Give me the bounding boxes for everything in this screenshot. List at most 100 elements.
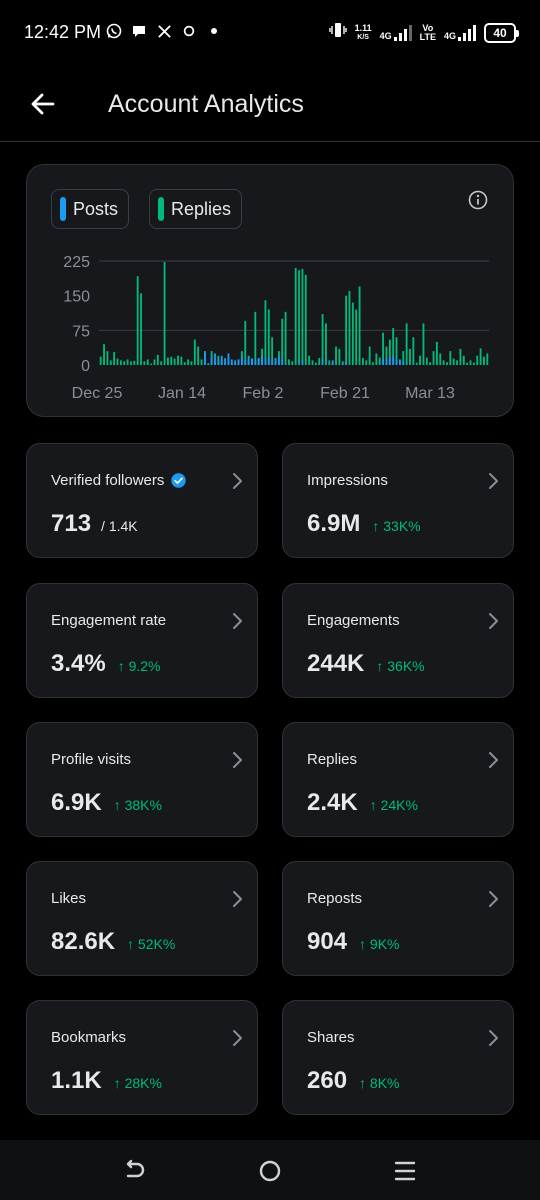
replies-bar [281, 318, 284, 365]
replies-bar [449, 351, 452, 365]
nav-back-button[interactable] [120, 1157, 148, 1185]
replies-bar [425, 357, 428, 365]
whatsapp-icon [106, 22, 122, 40]
metric-label: Verified followers [51, 472, 187, 489]
metric-change: ↑ 8K% [359, 1075, 400, 1091]
metric-card-shares[interactable]: Shares 260 ↑ 8K% [282, 1000, 514, 1115]
replies-bar [298, 270, 300, 365]
metric-label: Profile visits [51, 751, 132, 768]
posts-bar [224, 358, 226, 365]
replies-bar [328, 360, 331, 365]
signal-2: 4G [444, 24, 476, 41]
metric-card-likes[interactable]: Likes 82.6K ↑ 52K% [26, 861, 258, 976]
replies-bar [156, 354, 159, 365]
chevron-right-icon [489, 473, 498, 489]
metric-value: 1.1K ↑ 28K% [51, 1067, 162, 1094]
replies-bar [442, 360, 445, 365]
replies-bar [483, 356, 485, 365]
replies-bar [318, 358, 321, 365]
metric-value: 260 ↑ 8K% [307, 1067, 400, 1094]
posts-bar [244, 360, 247, 365]
posts-bar [214, 353, 216, 365]
chevron-right-icon [233, 1030, 242, 1046]
replies-bar [173, 358, 176, 365]
nav-home-icon [259, 1160, 281, 1182]
replies-bar [197, 346, 200, 365]
replies-bar [338, 348, 341, 365]
replies-bar [435, 341, 438, 365]
metric-value: 713/ 1.4K [51, 510, 138, 537]
metric-card-engagement-rate[interactable]: Engagement rate 3.4% ↑ 9.2% [26, 583, 258, 698]
replies-bar [123, 361, 126, 365]
metric-change: ↑ 24K% [369, 797, 418, 813]
replies-bar [466, 362, 469, 365]
chevron-right-icon [233, 752, 242, 768]
replies-bar [472, 362, 475, 365]
replies-bar [264, 300, 267, 365]
nav-recents-button[interactable] [391, 1157, 419, 1185]
replies-bar [456, 360, 458, 365]
posts-bar [301, 360, 304, 365]
replies-bar [415, 362, 418, 365]
back-button[interactable] [26, 86, 62, 122]
posts-bar [331, 360, 334, 365]
x-tick-label: Feb 2 [243, 385, 284, 402]
info-icon[interactable] [467, 189, 489, 211]
replies-bar [163, 261, 166, 365]
x-tick-label: Feb 21 [320, 385, 370, 402]
replies-bar [362, 358, 364, 365]
y-tick-label: 225 [63, 254, 90, 271]
x-logo-icon [156, 22, 172, 40]
replies-bar [136, 276, 139, 365]
page-title: Account Analytics [108, 90, 304, 118]
legend-posts[interactable]: Posts [51, 189, 130, 229]
back-arrow-icon [31, 93, 55, 115]
metric-value: 82.6K ↑ 52K% [51, 928, 176, 955]
posts-bar [237, 359, 240, 365]
replies-bar [335, 346, 337, 365]
metric-card-reposts[interactable]: Reposts 904 ↑ 9K% [282, 861, 514, 976]
posts-bar [230, 359, 233, 365]
replies-bar [358, 286, 361, 365]
replies-swatch [158, 197, 164, 221]
metric-card-impressions[interactable]: Impressions 6.9M ↑ 33K% [282, 443, 514, 558]
replies-bar [419, 355, 421, 365]
replies-bar [143, 361, 146, 365]
metric-card-profile-visits[interactable]: Profile visits 6.9K ↑ 38K% [26, 722, 258, 837]
replies-bar [267, 309, 270, 365]
replies-bar [244, 321, 247, 365]
metric-card-replies[interactable]: Replies 2.4K ↑ 24K% [282, 722, 514, 837]
sync-icon [181, 22, 197, 40]
replies-bar [432, 351, 435, 365]
metric-label: Engagement rate [51, 612, 167, 629]
legend-replies[interactable]: Replies [149, 189, 243, 229]
replies-bar [402, 351, 405, 365]
metric-card-verified-followers[interactable]: Verified followers 713/ 1.4K [26, 443, 258, 558]
replies-bar [291, 361, 294, 365]
replies-bar [126, 359, 129, 365]
replies-bar [378, 357, 381, 365]
chevron-right-icon [233, 891, 242, 907]
replies-bar [304, 274, 307, 365]
posts-bar [388, 356, 391, 365]
posts-bar [264, 359, 267, 365]
nav-home-button[interactable] [256, 1157, 284, 1185]
replies-bar [395, 337, 398, 365]
metric-card-bookmarks[interactable]: Bookmarks 1.1K ↑ 28K% [26, 1000, 258, 1115]
posts-bar [257, 358, 260, 365]
nav-back-icon [126, 1159, 145, 1178]
metric-value: 6.9K ↑ 38K% [51, 789, 162, 816]
replies-bar [119, 360, 122, 365]
replies-bar [405, 323, 408, 365]
signal-icon [393, 24, 412, 41]
metric-total: / 1.4K [101, 518, 138, 534]
replies-bar [345, 295, 348, 365]
replies-bar [469, 360, 472, 365]
replies-bar [301, 268, 304, 365]
replies-bar [130, 361, 132, 365]
posts-bar [321, 359, 324, 365]
metric-card-engagements[interactable]: Engagements 244K ↑ 36K% [282, 583, 514, 698]
replies-bar [177, 355, 179, 365]
y-tick-label: 75 [72, 323, 90, 340]
replies-bar [288, 359, 290, 365]
